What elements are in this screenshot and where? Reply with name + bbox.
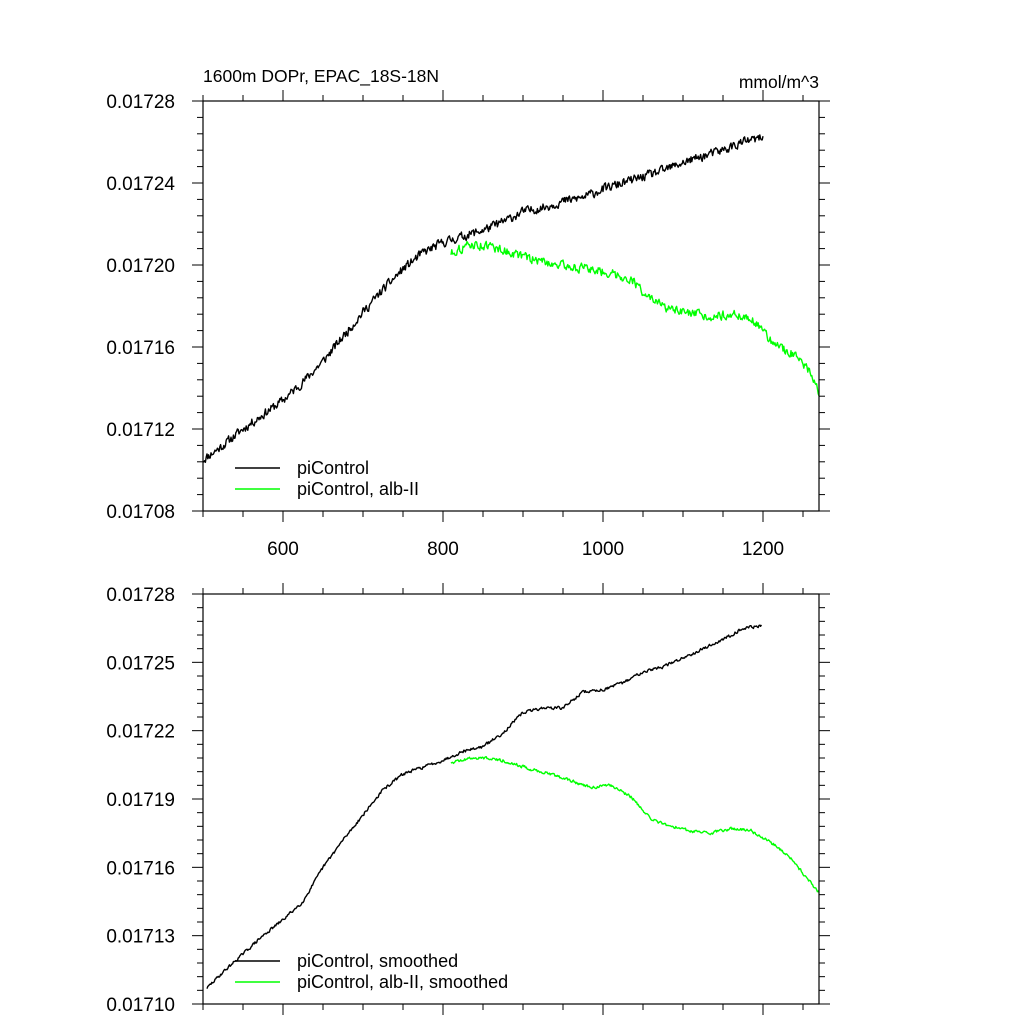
y-tick-label: 0.01720 <box>106 256 175 277</box>
legend-label: piControl <box>297 458 369 478</box>
series-line-picontrol <box>206 624 763 989</box>
top-panel: 1600m DOPr, EPAC_18S-18N mmol/m^3 600 800… <box>106 66 830 560</box>
top-panel-units: mmol/m^3 <box>739 72 819 92</box>
y-tick-label: 0.01725 <box>106 653 175 674</box>
x-tick-label: 600 <box>267 539 299 560</box>
y-tick-label: 0.01712 <box>106 420 175 441</box>
y-tick-label: 0.01719 <box>106 790 175 811</box>
x-tick-label: 1200 <box>742 539 784 560</box>
y-tick-label: 0.01708 <box>106 502 175 523</box>
legend-label: piControl, alb-II, smoothed <box>297 972 508 992</box>
y-tick-label: 0.01713 <box>106 927 175 948</box>
y-tick-label: 0.01722 <box>106 722 175 743</box>
y-tick-label: 0.01724 <box>106 174 175 195</box>
legend-label: piControl, smoothed <box>297 951 458 971</box>
series-line-picontrol-alb-ii <box>450 756 820 893</box>
x-tick-label: 1000 <box>582 539 624 560</box>
x-tick-label: 800 <box>427 539 459 560</box>
bottom-panel: 0.01710 0.01713 0.01716 0.01719 0.01722 0.017… <box>106 583 830 1016</box>
series-line-picontrol <box>202 134 764 463</box>
top-panel-title: 1600m DOPr, EPAC_18S-18N <box>203 66 439 87</box>
series-line-picontrol-alb-ii <box>450 240 820 397</box>
y-tick-label: 0.01716 <box>106 338 175 359</box>
legend-label: piControl, alb-II <box>297 479 419 499</box>
plot-frame <box>202 593 820 1005</box>
y-tick-label: 0.01716 <box>106 858 175 879</box>
plot-frame <box>202 100 820 512</box>
y-tick-label: 0.01710 <box>106 995 175 1016</box>
y-tick-label: 0.01728 <box>106 92 175 113</box>
y-tick-label: 0.01728 <box>106 585 175 606</box>
